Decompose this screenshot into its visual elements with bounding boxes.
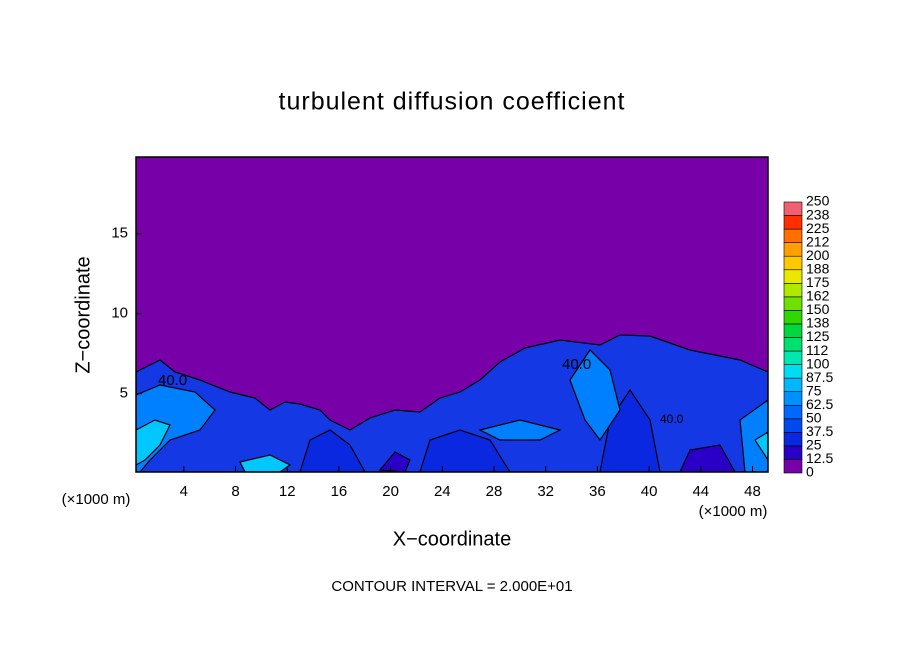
colorbar-bin — [783, 269, 803, 284]
footer-note: CONTOUR INTERVAL = 2.000E+01 — [331, 578, 572, 595]
colorbar-bin — [783, 201, 803, 216]
colorbar-label: 162 — [806, 288, 830, 304]
colorbar-label: 25 — [806, 437, 822, 453]
contour-label: 40.0 — [660, 412, 684, 426]
colorbar-bin — [783, 242, 803, 257]
x-tick-label: 44 — [692, 483, 709, 500]
colorbar-label: 238 — [806, 206, 830, 222]
colorbar-label: 250 — [806, 193, 830, 209]
colorbar-bin — [783, 377, 803, 392]
colorbar-bin — [783, 445, 803, 460]
colorbar-bin — [783, 310, 803, 325]
y-tick-label: 5 — [120, 385, 128, 402]
colorbar-bin — [783, 255, 803, 271]
y-tick-label: 15 — [111, 225, 128, 242]
colorbar-label: 0 — [806, 464, 814, 480]
x-tick-label: 28 — [486, 483, 503, 500]
colorbar-label: 37.5 — [806, 423, 833, 439]
x-tick-label: 36 — [589, 483, 606, 500]
colorbar-bin — [783, 404, 803, 420]
colorbar-bin — [783, 432, 803, 447]
colorbar-label: 50 — [806, 410, 822, 426]
colorbar-label: 212 — [806, 233, 830, 249]
colorbar-bin — [783, 459, 803, 474]
colorbar-label: 225 — [806, 220, 830, 236]
contour-label: 40.0 — [158, 372, 187, 389]
colorbar-label: 75 — [806, 382, 822, 398]
colorbar-label: 87.5 — [806, 369, 833, 385]
colorbar-label: 150 — [806, 301, 830, 317]
colorbar-label: 62.5 — [806, 396, 833, 412]
x-tick-label: 48 — [744, 483, 761, 500]
y-tick-label: 10 — [111, 305, 128, 322]
x-tick-label: 8 — [231, 483, 239, 500]
x-tick-label: 16 — [331, 483, 348, 500]
colorbar-label: 125 — [806, 328, 830, 344]
x-tick-label: 20 — [382, 483, 399, 500]
y-axis-label: Z−coordinate — [72, 256, 94, 373]
x-tick-label: 32 — [537, 483, 554, 500]
colorbar-bin — [783, 228, 803, 243]
x-tick-label: 40 — [641, 483, 658, 500]
colorbar-bin — [783, 391, 803, 406]
x-unit-label: (×1000 m) — [699, 503, 768, 520]
colorbar-label: 175 — [806, 274, 830, 290]
colorbar-label: 200 — [806, 247, 830, 263]
contour-label: 40.0 — [562, 356, 591, 373]
colorbar-label: 112 — [806, 342, 829, 358]
colorbar-bin — [783, 215, 803, 230]
colorbar-bin — [783, 418, 803, 433]
colorbar-bin — [783, 282, 803, 298]
colorbar-bin — [783, 337, 803, 352]
x-unit-label: (×1000 m) — [62, 491, 131, 508]
x-axis-label: X−coordinate — [393, 528, 511, 550]
plot-frame — [135, 156, 769, 473]
x-tick-label: 4 — [180, 483, 188, 500]
colorbar-bin — [783, 323, 803, 338]
colorbar-bin — [783, 296, 803, 311]
colorbar-bin — [783, 350, 803, 365]
colorbar-label: 188 — [806, 260, 830, 276]
x-tick-label: 24 — [434, 483, 451, 500]
x-tick-label: 12 — [279, 483, 296, 500]
colorbar-label: 100 — [806, 355, 830, 371]
colorbar-label: 138 — [806, 315, 830, 331]
colorbar-label: 12.5 — [806, 450, 833, 466]
colorbar-bin — [783, 364, 803, 379]
chart-title: turbulent diffusion coefficient — [279, 88, 626, 116]
contour-field — [136, 157, 768, 472]
